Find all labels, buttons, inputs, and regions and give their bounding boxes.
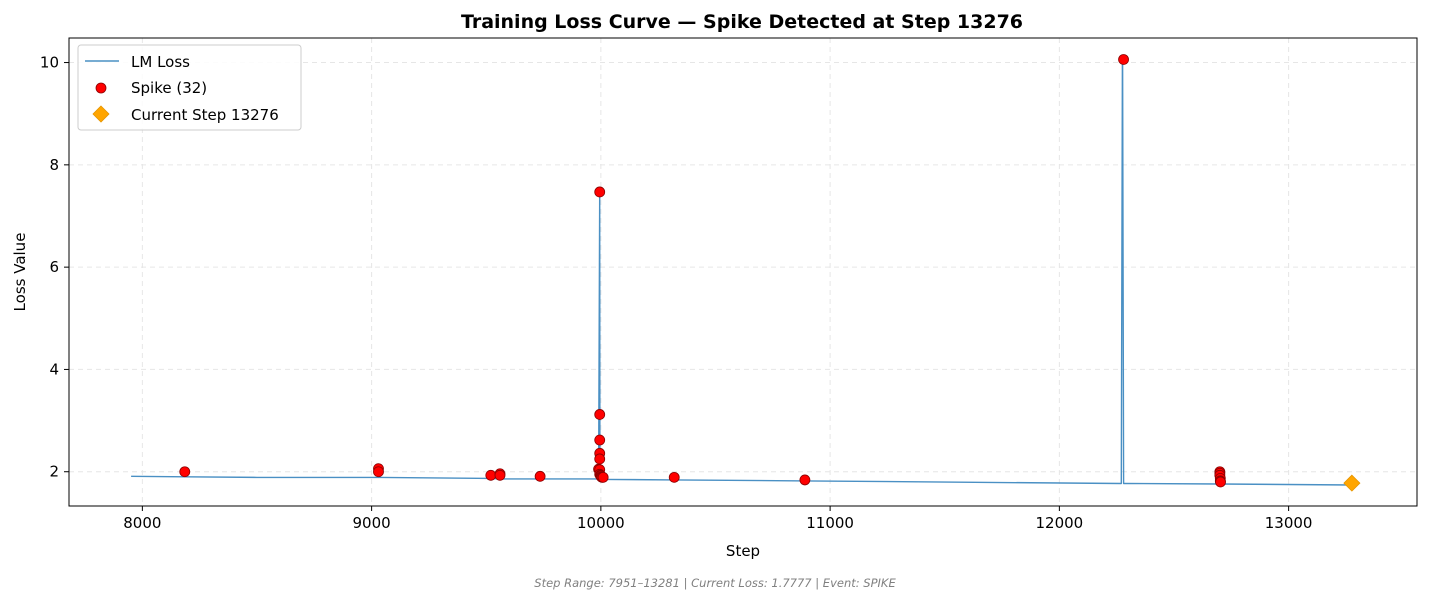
x-axis-label: Step — [726, 542, 760, 560]
legend-spike-swatch — [95, 82, 107, 94]
legend-label-lm-loss: LM Loss — [131, 53, 190, 71]
current-step-layer — [1343, 474, 1361, 492]
x-tick-label: 11000 — [806, 514, 854, 532]
spike-point — [799, 474, 811, 486]
grid — [69, 38, 1417, 506]
legend-current-swatch — [92, 105, 110, 123]
loss-line-layer — [131, 58, 1354, 486]
spike-point — [373, 466, 384, 478]
legend-box — [77, 44, 302, 131]
spike-point — [485, 469, 497, 481]
spike-point — [534, 470, 546, 482]
x-tick-label: 8000 — [123, 514, 161, 532]
spike-point — [594, 409, 606, 420]
spike-point — [1118, 54, 1129, 65]
x-tick-label: 10000 — [577, 514, 625, 532]
y-tick-label: 4 — [49, 360, 59, 378]
spike-point — [594, 453, 606, 465]
lm-loss-line — [131, 58, 1354, 486]
spike-point — [179, 466, 191, 478]
spike-point — [594, 434, 606, 446]
legend-label-spike: Spike (32) — [131, 79, 207, 97]
plot-frame — [68, 37, 1418, 507]
chart-title: Training Loss Curve — Spike Detected at … — [461, 11, 1023, 33]
y-tick-label: 6 — [49, 258, 59, 276]
x-tick-label: 12000 — [1036, 514, 1084, 532]
legend-label-current: Current Step 13276 — [131, 106, 279, 124]
legend: LM Loss Spike (32) Current Step 13276 — [77, 44, 302, 131]
y-tick-label: 8 — [49, 156, 59, 174]
y-tick-label: 2 — [49, 463, 59, 481]
spike-point — [494, 469, 506, 481]
ticks: 8000 9000 10000 11000 12000 13000 2 4 6 8 10 — [40, 54, 1313, 532]
spike-point — [597, 471, 609, 483]
chart-footer: Step Range: 7951–13281 | Current Loss: 1… — [534, 576, 896, 590]
current-step-marker — [1343, 474, 1361, 492]
x-tick-label: 13000 — [1265, 514, 1313, 532]
y-axis-label: Loss Value — [11, 233, 29, 312]
spike-point — [594, 186, 606, 198]
spike-points — [179, 54, 1226, 488]
spike-point — [1215, 476, 1226, 488]
spike-point — [668, 471, 680, 483]
x-tick-label: 9000 — [353, 514, 391, 532]
y-tick-label: 10 — [40, 54, 59, 72]
